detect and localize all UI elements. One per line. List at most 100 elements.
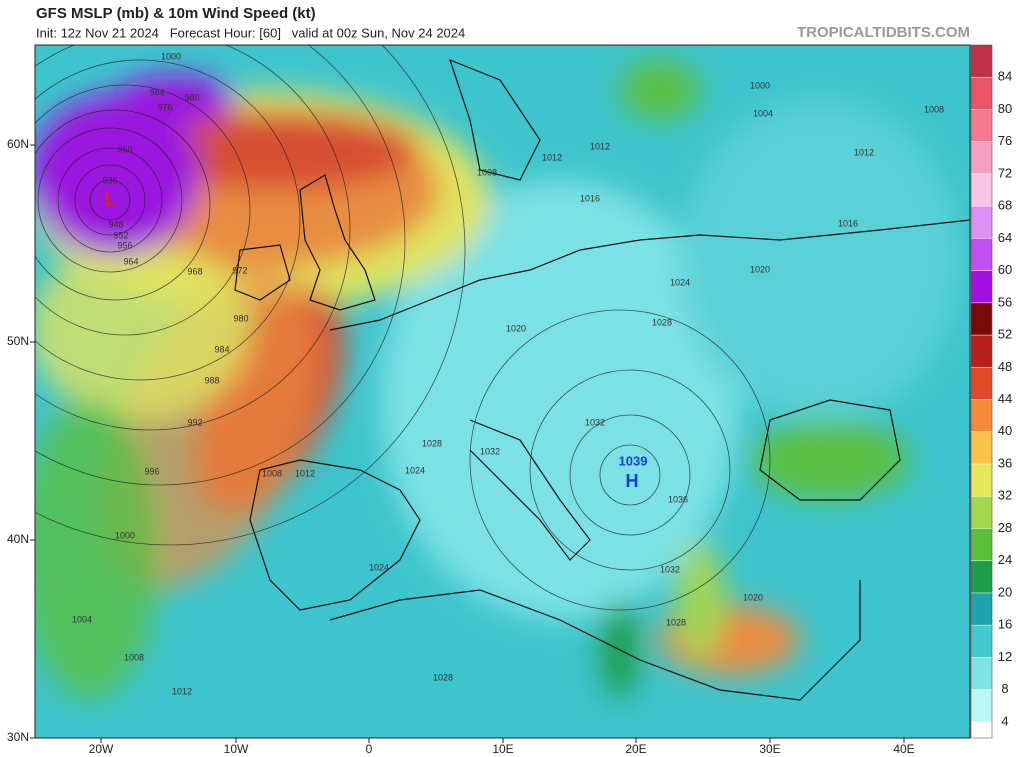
high-pressure: 1039 — [619, 453, 648, 468]
colorbar-label: 16 — [998, 617, 1012, 632]
isobar-label: 1028 — [652, 317, 672, 327]
isobar-label: 960 — [117, 144, 132, 154]
colorbar-swatch — [971, 560, 992, 593]
lat-label: 60N — [7, 137, 29, 151]
high-label: H — [626, 471, 639, 491]
colorbar-label: 80 — [998, 101, 1012, 116]
isobar-label: 984 — [214, 344, 229, 354]
low-label: L — [105, 189, 116, 209]
colorbar-label: 20 — [998, 584, 1012, 599]
colorbar-swatch — [971, 173, 992, 207]
colorbar-swatch — [971, 238, 992, 271]
isobar-label: 992 — [187, 417, 202, 427]
colorbar-swatch — [971, 270, 992, 303]
isobar-label: 1028 — [422, 438, 442, 448]
colorbar-label: 56 — [998, 294, 1012, 309]
lon-label: 40E — [893, 742, 914, 756]
colorbar-label: 48 — [998, 359, 1012, 374]
isobar-label: 1020 — [743, 592, 763, 602]
colorbar-swatch — [971, 45, 992, 78]
isobar-label: 1004 — [753, 108, 773, 118]
colorbar-swatch — [971, 464, 992, 497]
isobar-label: 964 — [123, 256, 138, 266]
colorbar-label: 8 — [1001, 681, 1008, 696]
isobar-label: 1008 — [262, 468, 282, 478]
subtitle: Init: 12z Nov 21 2024 Forecast Hour: [60… — [36, 25, 465, 40]
colorbar-swatch — [971, 206, 992, 239]
colorbar-label: 68 — [998, 198, 1012, 213]
isobar-label: 936 — [102, 175, 117, 185]
isobar-label: 1016 — [580, 193, 600, 203]
colorbar-swatch — [971, 77, 992, 110]
isobar-label: 1020 — [750, 264, 770, 274]
colorbar-label: 44 — [998, 391, 1012, 406]
colorbar-swatch — [971, 431, 992, 465]
isobar-label: 1008 — [924, 104, 944, 114]
colorbar-label: 36 — [998, 455, 1012, 470]
lon-label: 0 — [366, 742, 373, 756]
isobar-label: 1000 — [750, 80, 770, 90]
colorbar-frame — [970, 44, 993, 739]
isobar-label: 1032 — [480, 446, 500, 456]
isobar-label: 1024 — [369, 562, 389, 572]
lon-label: 30E — [759, 742, 780, 756]
isobar-label: 1024 — [670, 277, 690, 287]
isobar-label: 1000 — [115, 530, 135, 540]
isobar-label: 976 — [157, 102, 172, 112]
colorbar-swatch — [971, 528, 992, 561]
lon-label: 20W — [89, 742, 114, 756]
colorbar-swatch — [971, 592, 992, 626]
colorbar-label: 4 — [1001, 713, 1008, 728]
isobar-label: 948 — [108, 219, 123, 229]
site-name[interactable]: TROPICALTIDBITS.COM — [797, 24, 970, 41]
lat-label: 50N — [7, 334, 29, 348]
colorbar-swatch — [971, 109, 992, 142]
isobar-label: 968 — [187, 266, 202, 276]
isobar-label: 1004 — [72, 614, 92, 624]
lon-label: 10W — [224, 742, 249, 756]
isobar-label: 1016 — [838, 218, 858, 228]
colorbar-label: 28 — [998, 520, 1012, 535]
colorbar-label: 84 — [998, 69, 1012, 84]
colorbar-swatch — [971, 141, 992, 174]
colorbar-swatch — [971, 367, 992, 400]
isobar-label: 1008 — [477, 167, 497, 177]
colorbar-label: 12 — [998, 649, 1012, 664]
title: GFS MSLP (mb) & 10m Wind Speed (kt) — [36, 5, 316, 22]
isobar-label: 996 — [144, 466, 159, 476]
isobar-label: 1036 — [668, 494, 688, 504]
isobar-label: 1000 — [161, 51, 181, 61]
isobar-label: 1024 — [405, 465, 425, 475]
isobar-label: 1012 — [542, 152, 562, 162]
colorbar-swatch — [971, 689, 992, 722]
isobar-label: 988 — [204, 375, 219, 385]
colorbar-swatch — [971, 721, 992, 738]
isobar-label: 972 — [232, 265, 247, 275]
isobar-label: 1020 — [506, 323, 526, 333]
isobar-label: 1028 — [433, 672, 453, 682]
isobar-label: 1012 — [172, 686, 192, 696]
colorbar-label: 40 — [998, 423, 1012, 438]
isobar-label: 1012 — [854, 147, 874, 157]
lon-label: 10E — [492, 742, 513, 756]
colorbar-swatch — [971, 399, 992, 432]
colorbar-label: 32 — [998, 488, 1012, 503]
isobar-label: 980 — [184, 92, 199, 102]
colorbar-swatch — [971, 302, 992, 336]
lon-label: 20E — [625, 742, 646, 756]
lat-label: 30N — [7, 730, 29, 744]
isobar-label: 1028 — [666, 617, 686, 627]
isobar-label: 1012 — [590, 141, 610, 151]
isobar-label: 1012 — [295, 468, 315, 478]
isobar-label: 956 — [117, 240, 132, 250]
colorbar-label: 64 — [998, 230, 1012, 245]
isobar-label: 952 — [113, 230, 128, 240]
colorbar-swatch — [971, 625, 992, 658]
colorbar-label: 52 — [998, 327, 1012, 342]
colorbar-swatch — [971, 657, 992, 690]
isobar-label: 980 — [233, 313, 248, 323]
colorbar-label: 60 — [998, 262, 1012, 277]
isobar-label: 984 — [149, 87, 164, 97]
